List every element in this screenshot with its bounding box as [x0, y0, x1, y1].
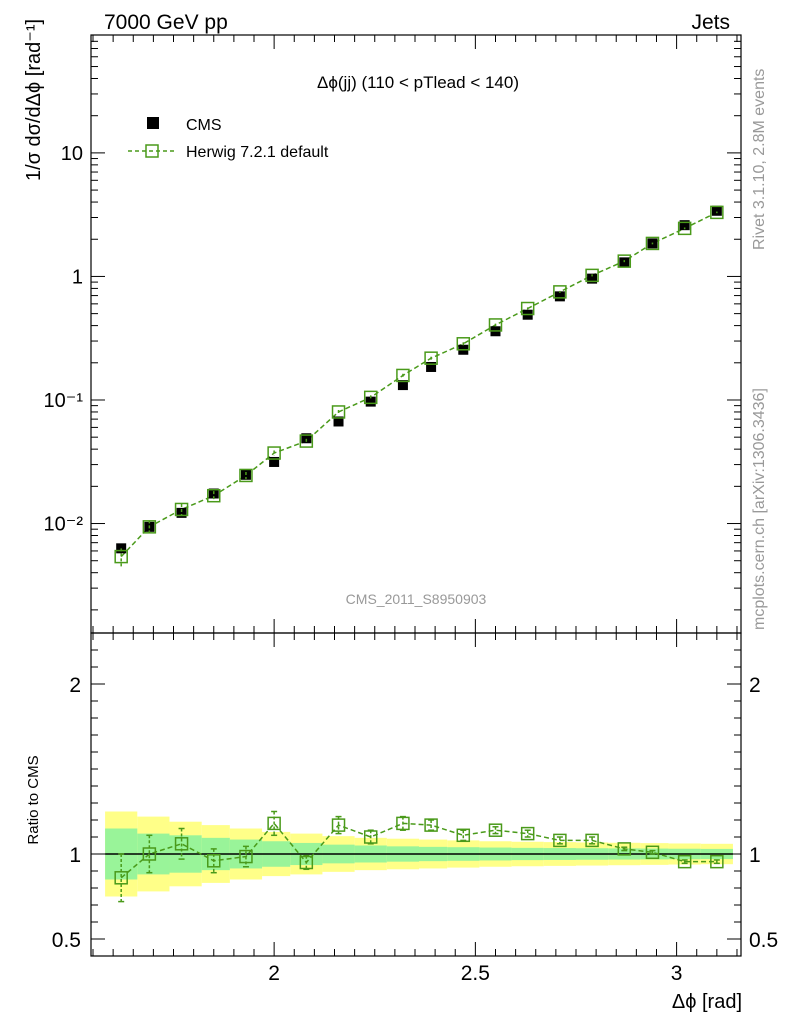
ratio-point: [677, 854, 692, 869]
cms-data-point: [365, 396, 376, 407]
cms-data-point: [554, 291, 565, 302]
cms-data-point: [679, 220, 690, 231]
legend-marker-mc: [145, 144, 159, 158]
ratio-point: [114, 871, 128, 885]
ratio-point: [331, 818, 346, 832]
mc-data-point: [424, 351, 438, 365]
ratio-point: [207, 854, 221, 868]
ratio-point: [239, 849, 253, 864]
cms-data-point: [333, 416, 344, 427]
ratio-y-tick-label-right: 1: [749, 844, 761, 867]
mc-data-point: [207, 488, 221, 503]
cms-data-point: [711, 205, 722, 216]
mc-data-point: [617, 254, 632, 268]
mc-data-point: [299, 434, 314, 448]
ratio-point: [174, 837, 189, 851]
cms-data-point: [301, 433, 312, 444]
mc-data-point: [396, 368, 410, 383]
mc-series-line: [120, 211, 718, 558]
mc-data-point: [585, 268, 599, 283]
x-tick-label: 2: [268, 962, 280, 985]
mc-data-point: [331, 405, 346, 419]
mc-data-point: [174, 502, 189, 517]
ratio-point: [488, 823, 503, 837]
cms-data-point: [397, 380, 408, 391]
cms-data-point: [587, 273, 598, 284]
ratio-y-tick-label: 2: [69, 674, 81, 697]
mc-data-point: [114, 549, 128, 564]
rivet-label: Rivet 3.1.10, 2.8M events: [751, 69, 768, 250]
mc-data-point: [677, 221, 692, 236]
legend-marker-cms: [147, 117, 159, 129]
main-panel: 10⁻² 10⁻¹ 1 10: [44, 34, 742, 634]
mc-data-point: [553, 285, 567, 299]
ratio-point: [363, 830, 378, 844]
ratio-point: [424, 818, 438, 832]
ratio-y-tick-label-right: 0.5: [749, 929, 778, 952]
legend: CMS Herwig 7.2.1 default: [128, 117, 329, 161]
x-tick-label: 3: [671, 962, 683, 985]
ratio-y-tick-label-right: 2: [749, 674, 761, 697]
ratio-point: [585, 833, 599, 848]
ratio-point: [456, 828, 471, 843]
cms-data-point: [176, 507, 187, 518]
y-tick-label: 10⁻¹: [44, 390, 84, 412]
mc-data-point: [239, 468, 253, 483]
cms-data-point: [426, 361, 437, 372]
ratio-y-tick-label: 0.5: [52, 929, 81, 952]
y-tick-label: 10: [61, 143, 83, 165]
cms-data-point: [619, 257, 630, 268]
mc-data-point: [456, 337, 471, 351]
header-right: Jets: [691, 11, 730, 34]
ratio-frame: [90, 632, 742, 957]
ratio-point: [267, 816, 281, 831]
mcplots-label: mcplots.cern.ch [arXiv:1306.3436]: [751, 388, 768, 630]
header-left: 7000 GeV pp: [104, 11, 228, 34]
mc-data-point: [142, 520, 157, 534]
ratio-ylabel: Ratio to CMS: [25, 755, 42, 844]
ratio-point: [553, 833, 567, 848]
y-tick-label: 1: [72, 266, 83, 288]
x-tick-label: 2.5: [461, 962, 490, 985]
ratio-y-tick-label: 1: [69, 844, 81, 867]
mc-data-point: [363, 390, 378, 405]
main-ylabel: 1/σ dσ/dΔϕ [rad⁻¹]: [23, 19, 45, 181]
ratio-point: [142, 847, 157, 861]
legend-label-cms: CMS: [186, 117, 222, 134]
legend-label-mc: Herwig 7.2.1 default: [186, 144, 329, 161]
analysis-id: CMS_2011_S8950903: [346, 591, 487, 607]
mc-data-point: [520, 301, 535, 316]
ratio-point: [710, 854, 724, 869]
mc-data-point: [267, 446, 281, 460]
plot-title: Δϕ(jj) (110 < pTlead < 140): [317, 73, 519, 92]
ratio-point: [396, 816, 410, 831]
mc-data-point: [488, 318, 503, 332]
ratio-point: [645, 845, 660, 860]
y-tick-label: 10⁻²: [44, 514, 84, 536]
ratio-point: [299, 855, 314, 870]
cms-data-point: [269, 456, 280, 467]
ratio-panel: 0.5 0.5 1 1 2 2 2 2.5 3: [52, 632, 778, 985]
ratio-point: [617, 842, 632, 856]
mc-data-point: [710, 205, 724, 220]
ratio-point: [520, 826, 535, 841]
xlabel: Δϕ [rad]: [672, 991, 742, 1013]
mc-data-point: [645, 236, 660, 251]
